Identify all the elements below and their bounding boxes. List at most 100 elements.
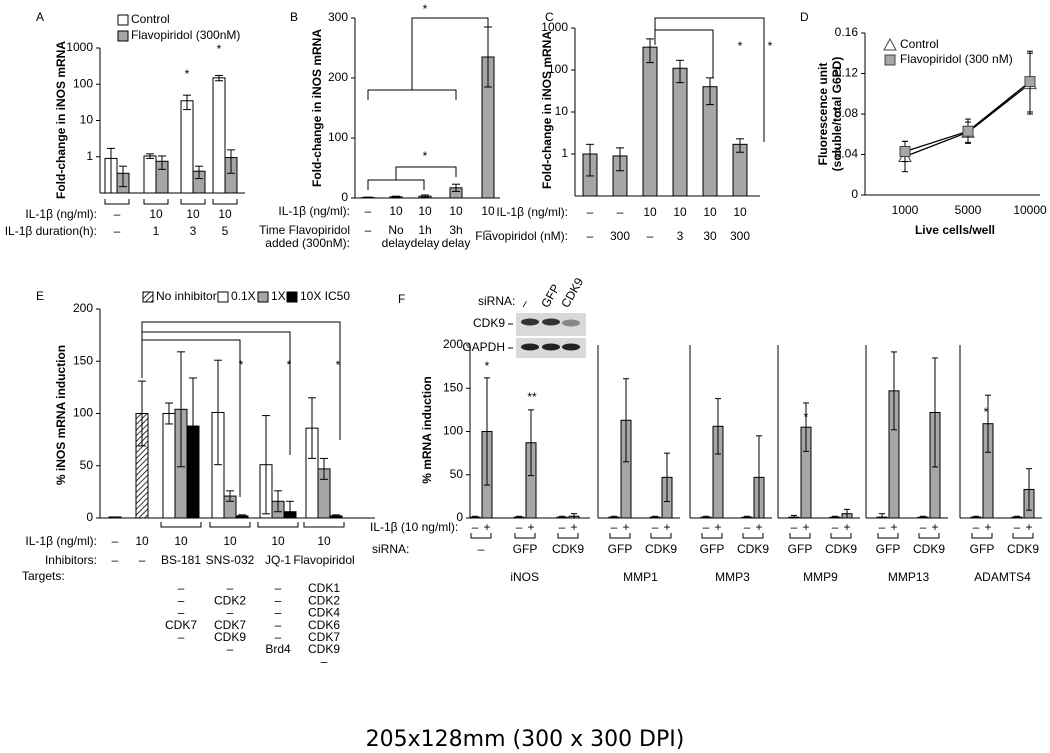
legend-label: No inhibitor [156,289,217,303]
treatment: – [920,520,927,534]
y-tick-label: 0.08 [835,106,859,120]
y-tick-label: 50 [80,458,94,472]
y-tick-label: 100 [443,424,463,438]
bracket [180,199,206,205]
caption: 205x128mm (300 x 300 DPI) [366,727,685,752]
blot-band [521,318,539,326]
bracket [141,321,341,440]
y-tick-label: 0 [86,510,93,524]
y-axis-title: Fold-change in iNOS mRNA [310,29,324,187]
panel-label: D [800,10,809,24]
sirna: GFP [608,542,633,556]
target: CDK7 [214,618,246,632]
row-value: 10 [643,205,657,219]
target: – [275,593,282,607]
row-value: 10 [317,534,331,548]
bracket [654,17,765,142]
legend-swatch [117,14,129,26]
y-tick-label: 10 [80,113,94,127]
row-value: 10 [481,204,495,218]
legend-swatch [142,291,154,303]
bracket [209,522,251,528]
target: – [275,630,282,644]
row-value: – [114,207,121,221]
y-tick-label: 200 [328,70,348,84]
y-axis-title: % mRNA induction [420,376,434,484]
row-value: 10 [186,207,200,221]
bracket [395,166,457,180]
bar [180,100,194,194]
row-label: Flavopiridol (nM): [475,229,568,243]
blot-band [542,318,560,326]
treatment: + [802,520,809,534]
row-value: 10 [673,205,687,219]
legend-label: 0.1X [231,289,256,303]
y-tick-label: 200 [443,337,463,351]
significance: * [423,2,428,16]
bar [143,155,157,194]
bar [212,77,226,194]
significance: * [768,39,773,53]
row-value: 10 [733,205,747,219]
blot-band [562,319,580,327]
legend-swatch [117,30,129,42]
bracket [104,199,130,205]
bracket [701,533,723,539]
sirna: GFP [513,542,538,556]
treatment: + [663,520,670,534]
target: CDK6 [308,618,340,632]
row-value: SNS-032 [206,553,255,567]
row-value: Flavopiridol [293,553,354,567]
target: – [321,654,328,668]
sirna: – [478,542,485,556]
treatment: – [1014,520,1021,534]
row-value: delay [442,236,471,250]
treatment: – [744,520,751,534]
blot-label: siRNA: [478,294,515,308]
y-tick-label: 0.16 [835,25,859,39]
row-value: – [112,553,119,567]
y-tick-label: 100 [548,62,568,76]
legend-label: Flavopiridol (300 nM) [900,52,1013,66]
target: – [275,581,282,595]
row-value: – [139,553,146,567]
bar [108,516,122,519]
sirna: GFP [700,542,725,556]
y-tick-label: 100 [73,406,93,420]
row-value: – [112,534,119,548]
sirna: CDK9 [913,542,945,556]
row-label: Targets: [22,569,65,583]
blot-band [542,343,560,351]
significance: * [185,67,190,81]
target: CDK1 [308,581,340,595]
row-value: BS-181 [161,553,201,567]
row-value: 10 [389,204,403,218]
row-value: 10 [149,207,163,221]
sirna: CDK9 [552,542,584,556]
row-value: 10 [218,207,232,221]
row-value: 30 [703,229,717,243]
bracket [609,533,631,539]
y-tick-label: 100 [73,76,93,90]
row-value: delay [411,236,440,250]
marker [883,37,897,51]
y-tick-label: 300 [328,10,348,24]
bracket [830,533,852,539]
legend-label: Flavopiridol (300nM) [131,28,240,42]
marker [1024,76,1036,88]
y-tick-label: 150 [443,380,463,394]
sirna: GFP [788,542,813,556]
row-value: 3 [190,224,197,238]
target: Brd4 [265,642,291,656]
bracket [257,522,299,528]
row-value: – [587,229,594,243]
y-tick-label: 200 [73,301,93,315]
y-axis-title: % iNOS mRNA induction [54,345,68,485]
treatment: + [1025,520,1032,534]
row-value: 300 [610,229,630,243]
blot-band [521,343,539,351]
bracket [143,199,169,205]
